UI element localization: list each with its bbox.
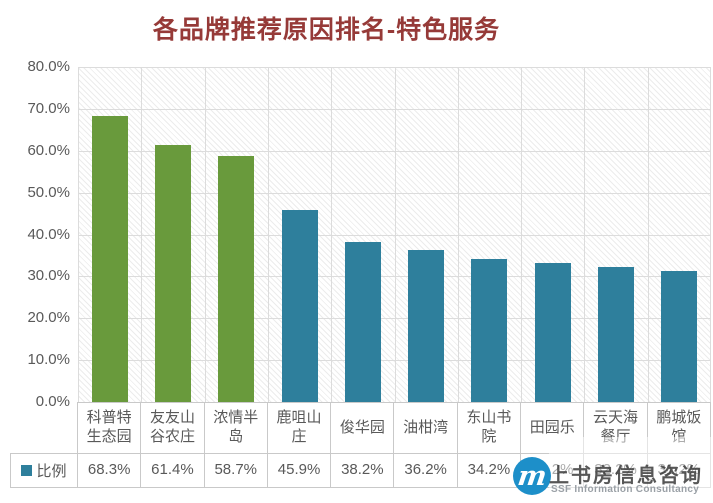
v-gridline — [458, 67, 459, 402]
v-gridline — [584, 67, 585, 402]
watermark-logo-letter: m — [515, 460, 549, 492]
v-gridline — [648, 67, 649, 402]
v-gridline — [141, 67, 142, 402]
bar-4 — [282, 210, 318, 402]
v-gridline — [78, 67, 79, 402]
y-tick-label: 70.0% — [27, 100, 70, 117]
category-label-10: 鹏城饭馆 — [647, 402, 711, 453]
y-tick-label: 0.0% — [35, 393, 70, 410]
bar-7 — [471, 259, 507, 402]
v-gridline — [205, 67, 206, 402]
v-gridline — [268, 67, 269, 402]
category-label-3: 浓情半岛 — [204, 402, 268, 453]
category-label-1: 科普特生态园 — [78, 402, 142, 453]
h-gridline — [78, 151, 711, 152]
watermark-company-name: 上书房信息咨询 — [549, 465, 703, 487]
category-label-5: 俊华园 — [331, 402, 395, 453]
value-cell-5: 38.2% — [331, 453, 395, 488]
watermark-logo-icon: m — [513, 457, 551, 495]
y-tick-label: 20.0% — [27, 309, 70, 326]
y-tick-label: 80.0% — [27, 58, 70, 75]
v-gridline — [521, 67, 522, 402]
bar-3 — [218, 156, 254, 402]
legend-label: 比例 — [36, 463, 67, 480]
category-label-6: 油柑湾 — [394, 402, 458, 453]
y-tick-label: 50.0% — [27, 184, 70, 201]
bar-10 — [661, 271, 697, 402]
bar-1 — [92, 116, 128, 402]
y-tick-label: 10.0% — [27, 351, 70, 368]
h-gridline — [78, 235, 711, 236]
bar-6 — [408, 250, 444, 402]
category-label-4: 鹿咀山庄 — [267, 402, 332, 453]
y-tick-label: 40.0% — [27, 226, 70, 243]
y-tick-label: 60.0% — [27, 142, 70, 159]
v-gridline — [331, 67, 332, 402]
h-gridline — [78, 109, 711, 110]
value-cell-2: 61.4% — [141, 453, 205, 488]
chart-title: 各品牌推荐原因排名-特色服务 — [152, 16, 501, 44]
h-gridline — [78, 276, 711, 277]
h-gridline — [78, 193, 711, 194]
legend-cell: 比例 — [10, 453, 78, 488]
legend-spacer — [10, 402, 78, 453]
v-gridline — [710, 67, 711, 402]
value-cell-3: 58.7% — [204, 453, 268, 488]
category-label-8: 田园乐 — [521, 402, 585, 453]
y-tick-label: 30.0% — [27, 267, 70, 284]
plot-area — [78, 67, 711, 403]
h-gridline — [78, 360, 711, 361]
category-label-2: 友友山谷农庄 — [141, 402, 205, 453]
bar-8 — [535, 263, 571, 402]
watermark-backdrop — [549, 437, 713, 503]
legend-swatch — [21, 465, 33, 476]
h-gridline — [78, 318, 711, 319]
category-label-7: 东山书院 — [457, 402, 522, 453]
v-gridline — [395, 67, 396, 402]
bar-9 — [598, 267, 634, 402]
data-table: 科普特生态园友友山谷农庄浓情半岛鹿咀山庄俊华园油柑湾东山书院田园乐云天海餐厅鹏城… — [10, 402, 711, 488]
value-cell-7: 34.2% — [457, 453, 522, 488]
value-cell-4: 45.9% — [267, 453, 332, 488]
h-gridline — [78, 67, 711, 68]
category-row: 科普特生态园友友山谷农庄浓情半岛鹿咀山庄俊华园油柑湾东山书院田园乐云天海餐厅鹏城… — [10, 402, 711, 453]
bar-2 — [155, 145, 191, 402]
value-cell-6: 36.2% — [394, 453, 458, 488]
bar-5 — [345, 242, 381, 402]
watermark-company-name-en: SSF Information Consultancy — [551, 484, 700, 495]
value-cell-1: 68.3% — [78, 453, 142, 488]
